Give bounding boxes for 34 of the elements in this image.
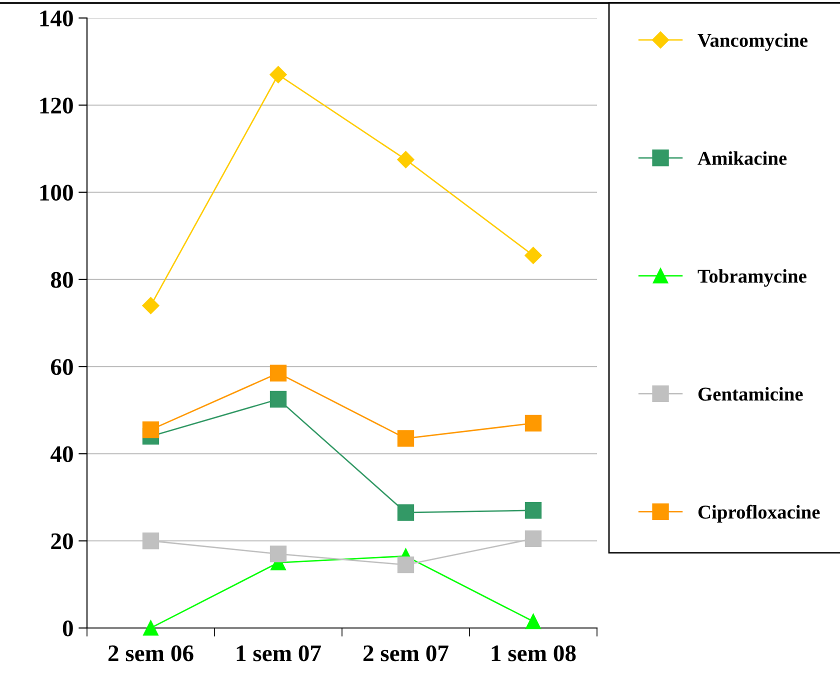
- legend-label: Vancomycine: [698, 33, 808, 51]
- point: [270, 390, 287, 408]
- x-tick-label: 1 sem 07: [236, 645, 321, 662]
- x-tick-label: 1 sem 08: [492, 645, 576, 662]
- point: [270, 364, 287, 382]
- y-tick-label: 0: [62, 620, 73, 636]
- y-tick-label: 140: [40, 10, 73, 26]
- y-tick-label: 60: [51, 359, 73, 375]
- point: [397, 430, 414, 447]
- legend-label: Tobramycine: [698, 269, 806, 287]
- legend-label: Gentamicine: [698, 387, 803, 401]
- y-tick-label: 100: [40, 184, 73, 201]
- point: [526, 614, 541, 630]
- legend-label: Amikacine: [698, 151, 787, 165]
- x-tick-label: 2 sem 07: [363, 645, 448, 662]
- point: [142, 532, 160, 550]
- legend-label: Ciprofloxacine: [698, 504, 820, 523]
- point: [142, 421, 160, 438]
- point: [270, 546, 287, 562]
- y-tick-label: 120: [40, 98, 73, 114]
- point: [270, 66, 287, 84]
- point: [142, 297, 160, 314]
- point: [524, 530, 542, 548]
- point: [397, 151, 414, 168]
- point: [397, 504, 414, 521]
- y-tick-label: 40: [50, 446, 73, 462]
- y-tick-label: 80: [50, 272, 73, 288]
- point: [397, 556, 414, 574]
- x-tick-label: 2 sem 06: [108, 645, 194, 662]
- point: [524, 502, 542, 519]
- point: [524, 414, 542, 432]
- point: [524, 246, 542, 264]
- y-tick-label: 20: [51, 533, 73, 550]
- point: [143, 620, 158, 636]
